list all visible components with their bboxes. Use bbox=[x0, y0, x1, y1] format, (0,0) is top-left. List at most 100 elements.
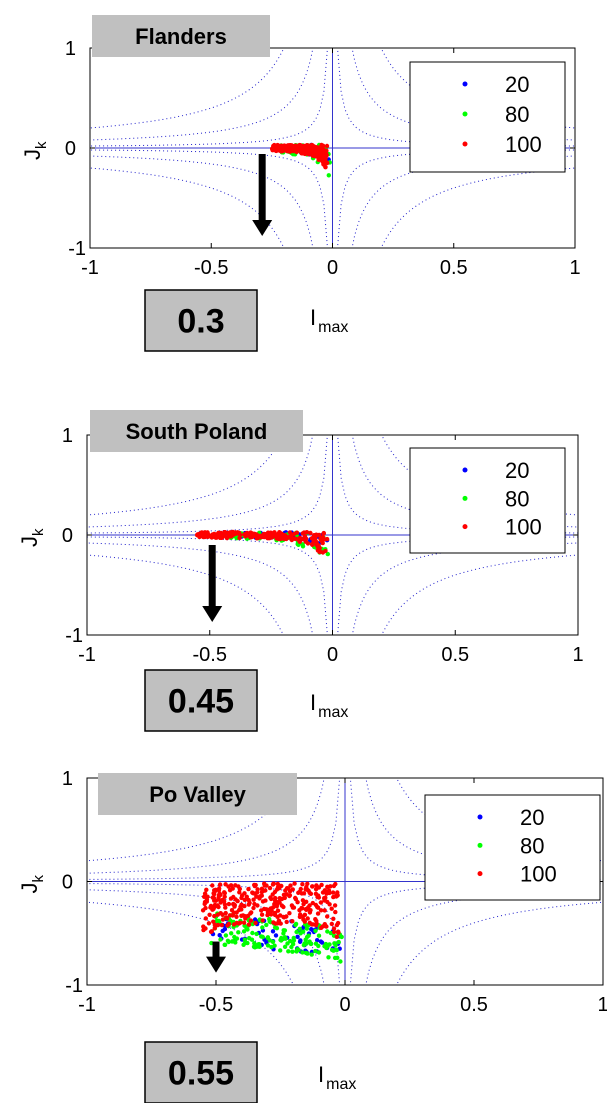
data-point bbox=[260, 899, 266, 904]
data-point bbox=[237, 535, 242, 541]
data-point bbox=[332, 929, 337, 935]
data-point bbox=[219, 922, 224, 928]
title-box bbox=[98, 773, 297, 815]
data-point bbox=[223, 905, 228, 910]
data-point bbox=[202, 894, 207, 899]
data-point bbox=[239, 895, 244, 901]
data-point bbox=[291, 905, 297, 910]
legend-marker bbox=[462, 81, 468, 87]
data-point bbox=[263, 888, 268, 893]
data-point bbox=[284, 145, 290, 150]
contour-line bbox=[351, 542, 578, 635]
data-point bbox=[310, 542, 315, 547]
data-point bbox=[307, 920, 312, 925]
x-tick-label: -0.5 bbox=[199, 994, 233, 1016]
data-point bbox=[234, 910, 239, 915]
data-point bbox=[200, 908, 206, 913]
x-tick-label: 0.5 bbox=[460, 994, 488, 1016]
data-point bbox=[273, 895, 278, 901]
data-point bbox=[259, 912, 265, 917]
data-point bbox=[201, 927, 206, 933]
data-point bbox=[222, 890, 227, 896]
data-point bbox=[335, 893, 340, 898]
legend-label: 80 bbox=[505, 486, 529, 511]
data-point bbox=[296, 538, 301, 543]
chart-title: Po Valley bbox=[149, 782, 246, 807]
data-point bbox=[237, 920, 243, 925]
data-point bbox=[322, 908, 327, 913]
data-point bbox=[276, 531, 281, 536]
contour-line bbox=[87, 536, 328, 635]
plot-area bbox=[87, 435, 578, 635]
data-point bbox=[331, 948, 336, 953]
data-point bbox=[289, 146, 294, 152]
chart-panel: -1 -0.5 0 0.5 1 1 0 -1 Jk I max South Poland 20 80 100… bbox=[17, 410, 584, 732]
contour-line bbox=[87, 542, 314, 635]
value-label: 0.45 bbox=[168, 683, 234, 721]
data-point bbox=[316, 933, 322, 938]
data-point bbox=[205, 534, 211, 539]
data-point bbox=[294, 929, 299, 935]
data-point bbox=[217, 891, 222, 896]
data-point bbox=[300, 914, 305, 919]
data-point bbox=[222, 894, 227, 899]
data-point bbox=[321, 531, 326, 536]
data-point bbox=[276, 918, 282, 923]
data-point bbox=[220, 917, 226, 922]
data-point bbox=[259, 934, 264, 939]
legend-marker bbox=[462, 495, 468, 501]
data-point bbox=[322, 537, 327, 542]
x-tick-label: -1 bbox=[81, 257, 99, 279]
legend-label: 20 bbox=[505, 458, 529, 483]
data-point bbox=[321, 147, 327, 153]
data-point bbox=[216, 895, 221, 900]
data-point bbox=[211, 906, 216, 912]
data-point bbox=[225, 923, 230, 928]
data-point bbox=[210, 895, 215, 900]
contour-line bbox=[87, 901, 294, 985]
data-point bbox=[260, 918, 265, 923]
y-axis-label: Jk bbox=[17, 875, 47, 894]
data-point bbox=[311, 533, 317, 538]
data-point bbox=[310, 884, 315, 889]
y-tick-label: 0 bbox=[62, 525, 73, 547]
value-label: 0.55 bbox=[168, 1055, 234, 1093]
x-tick-label: 1 bbox=[597, 994, 607, 1016]
data-point bbox=[323, 164, 328, 170]
data-point bbox=[257, 896, 262, 901]
data-point bbox=[327, 902, 332, 907]
data-point bbox=[222, 926, 228, 932]
data-point bbox=[224, 915, 229, 920]
contour-line bbox=[87, 554, 284, 635]
data-point bbox=[331, 894, 336, 900]
data-point bbox=[223, 910, 228, 916]
data-point bbox=[275, 881, 280, 887]
contour-line bbox=[87, 778, 341, 880]
data-point bbox=[297, 908, 302, 913]
data-point bbox=[275, 908, 281, 913]
data-point bbox=[286, 949, 291, 954]
data-point bbox=[325, 884, 330, 889]
data-point bbox=[336, 929, 341, 934]
data-point bbox=[305, 541, 311, 546]
data-point bbox=[213, 535, 218, 540]
data-point bbox=[284, 919, 289, 925]
data-point bbox=[254, 931, 259, 937]
data-point bbox=[212, 922, 217, 928]
chart-panel: -1 -0.5 0 0.5 1 1 0 -1 Jk I max Po Valley 20 80 100 0.5… bbox=[17, 768, 607, 1103]
data-point bbox=[289, 944, 294, 950]
data-point bbox=[313, 891, 319, 896]
x-tick-label: 1 bbox=[572, 644, 583, 666]
data-point bbox=[277, 886, 282, 891]
data-point bbox=[321, 161, 326, 166]
data-point bbox=[212, 913, 217, 919]
data-point bbox=[304, 530, 309, 535]
data-point bbox=[204, 887, 209, 892]
data-point bbox=[319, 882, 324, 888]
value-label: 0.3 bbox=[177, 303, 224, 341]
legend-label: 100 bbox=[505, 515, 542, 540]
data-point bbox=[303, 536, 309, 541]
data-point bbox=[233, 940, 238, 945]
data-point bbox=[292, 881, 297, 886]
